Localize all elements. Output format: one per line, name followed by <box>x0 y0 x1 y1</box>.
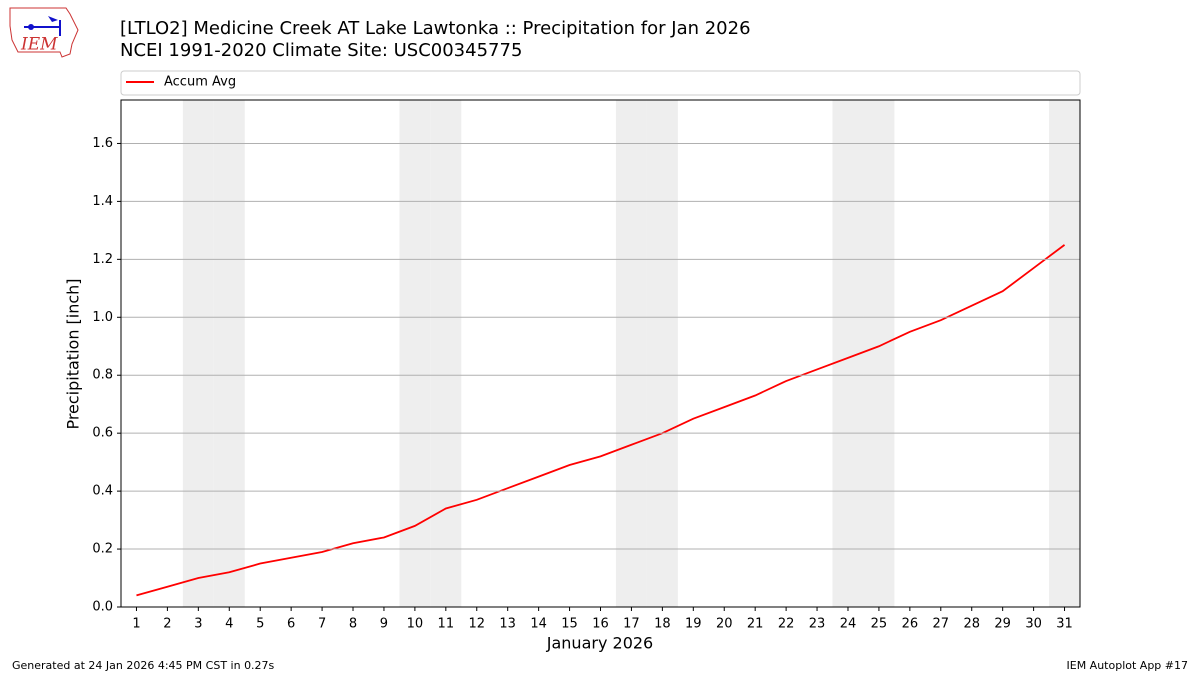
x-tick-label: 24 <box>840 617 857 632</box>
x-tick-label: 6 <box>287 617 295 632</box>
axes-frame <box>120 99 1081 608</box>
x-tick-label: 8 <box>349 617 357 632</box>
x-tick-label: 18 <box>654 617 671 632</box>
x-tick-label: 7 <box>318 617 326 632</box>
x-tick-label: 23 <box>809 617 826 632</box>
x-tick-label: 15 <box>561 617 578 632</box>
x-tick-label: 25 <box>871 617 888 632</box>
plot-area <box>136 100 1080 607</box>
shaded-day <box>646 100 678 607</box>
legend-label: Accum Avg <box>164 75 236 90</box>
x-tick-label: 29 <box>994 617 1011 632</box>
x-tick-label: 31 <box>1056 617 1073 632</box>
x-tick-label: 17 <box>623 617 640 632</box>
y-axis-label: Precipitation [inch] <box>64 278 83 429</box>
x-tick-label: 16 <box>592 617 609 632</box>
shaded-day <box>182 100 214 607</box>
x-tick-label: 26 <box>902 617 919 632</box>
shaded-day <box>615 100 647 607</box>
y-tick-label: 1.6 <box>92 136 113 151</box>
x-tick-label: 27 <box>933 617 950 632</box>
x-tick-label: 20 <box>716 617 733 632</box>
shaded-day <box>863 100 895 607</box>
shaded-day <box>430 100 462 607</box>
x-tick-label: 19 <box>685 617 702 632</box>
shaded-day <box>399 100 431 607</box>
x-tick-label: 3 <box>194 617 202 632</box>
y-tick-label: 0.2 <box>92 542 113 557</box>
x-tick-label: 11 <box>438 617 455 632</box>
x-tick-label: 13 <box>499 617 516 632</box>
x-tick-label: 22 <box>778 617 795 632</box>
chart-title: [LTLO2] Medicine Creek AT Lake Lawtonka … <box>120 18 751 39</box>
x-tick-label: 10 <box>407 617 424 632</box>
y-tick-label: 1.2 <box>92 252 113 267</box>
y-tick-label: 0.6 <box>92 426 113 441</box>
x-tick-label: 4 <box>225 617 233 632</box>
x-tick-label: 21 <box>747 617 764 632</box>
shaded-day <box>1049 100 1080 607</box>
y-tick-label: 0.8 <box>92 368 113 383</box>
y-tick-label: 0.4 <box>92 484 113 499</box>
footer-right: IEM Autoplot App #17 <box>1067 659 1189 672</box>
series-line <box>136 244 1066 597</box>
y-tick-label: 1.0 <box>92 310 113 325</box>
legend-box <box>120 70 1081 96</box>
y-tick-label: 0.0 <box>92 600 113 615</box>
x-tick-label: 12 <box>468 617 485 632</box>
x-tick-label: 1 <box>132 617 140 632</box>
chart-subtitle: NCEI 1991-2020 Climate Site: USC00345775 <box>120 40 522 61</box>
x-tick-label: 9 <box>380 617 388 632</box>
x-axis-label: January 2026 <box>546 634 653 653</box>
x-tick-label: 30 <box>1025 617 1042 632</box>
x-tick-label: 14 <box>530 617 547 632</box>
x-tick-label: 28 <box>963 617 980 632</box>
logo: IEM <box>9 7 79 58</box>
x-tick-label: 5 <box>256 617 264 632</box>
shaded-day <box>213 100 245 607</box>
x-tick-label: 2 <box>163 617 171 632</box>
y-tick-label: 1.4 <box>92 194 113 209</box>
footer-left: Generated at 24 Jan 2026 4:45 PM CST in … <box>12 659 275 672</box>
logo-text: IEM <box>20 35 58 55</box>
